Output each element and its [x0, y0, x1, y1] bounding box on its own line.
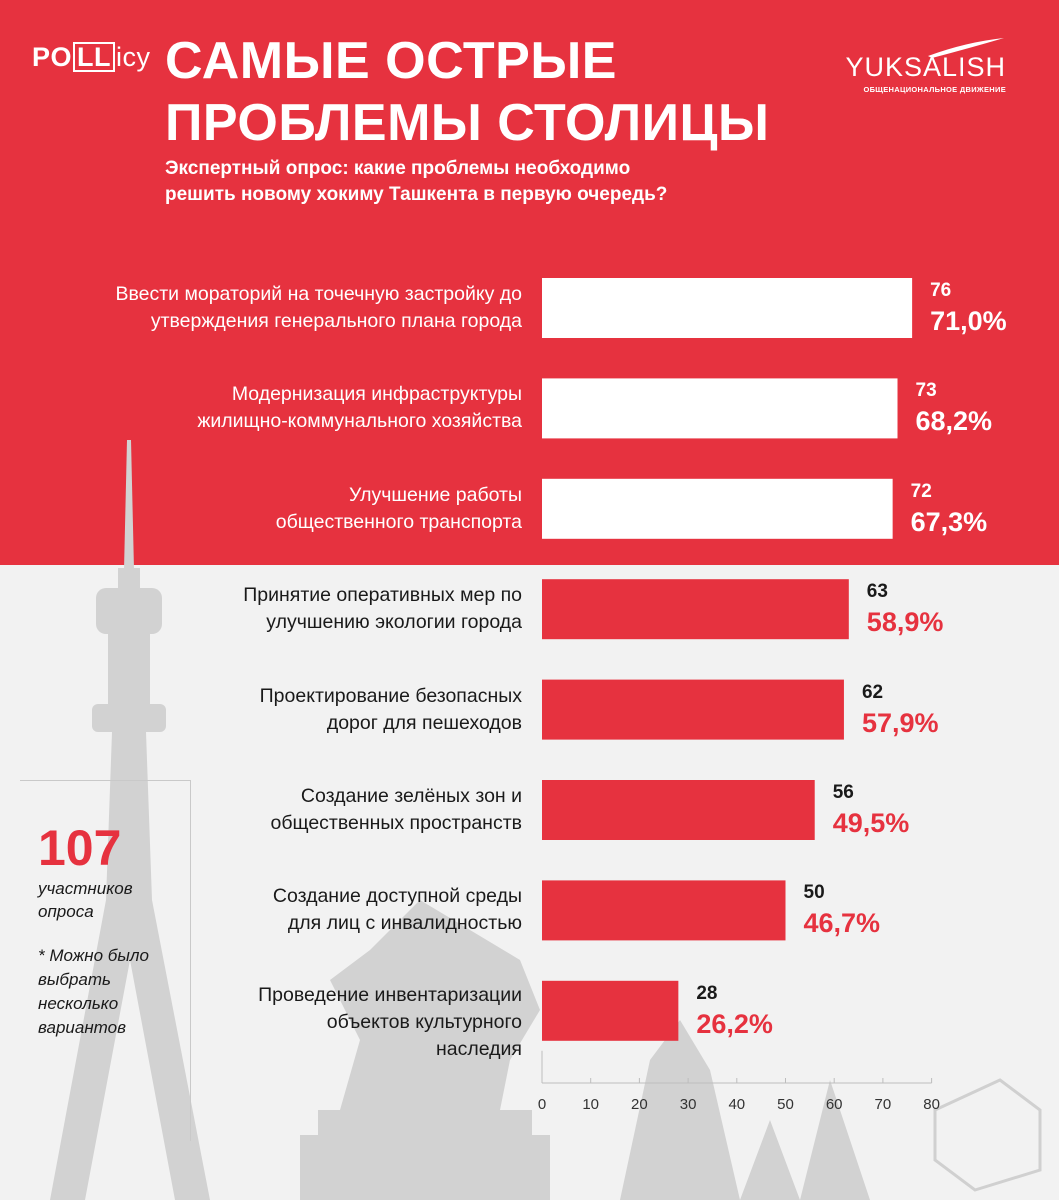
x-tick-label-2: 20	[631, 1096, 648, 1113]
bar-label-4-line-0: Проектирование безопасных	[259, 684, 522, 707]
note-line-1: * Можно было	[38, 946, 149, 965]
subtitle-line-2: решить новому хокиму Ташкента в первую о…	[165, 184, 668, 205]
yuksalish-name: YUKSALISH	[845, 52, 1006, 82]
bar-5	[542, 780, 815, 840]
bar-label-5-line-1: общественных пространств	[270, 812, 522, 834]
bar-label-3: Принятие оперативных мер по улучшению эко…	[243, 582, 522, 636]
note-line-3: несколько	[38, 994, 119, 1013]
bar-label-6-line-1: для лиц с инвалидностью	[287, 912, 522, 935]
x-tick-label-8: 80	[923, 1096, 940, 1113]
bar-1	[542, 378, 898, 439]
bar-label-1-line-0: Модернизация инфраструктуры	[231, 383, 522, 406]
bar-7	[542, 980, 679, 1041]
note-line-4: вариантов	[38, 1018, 126, 1037]
multiple-choice-note: * Можно было выбрать несколько вариантов	[38, 944, 188, 1040]
bar-label-3-line-1: улучшению экологии города	[266, 611, 522, 634]
bar-percent-5: 49,5%	[832, 808, 910, 838]
page-subtitle: Экспертный опрос: какие проблемы необход…	[165, 156, 785, 208]
bar-label-4-line-1: дорог для пешеходов	[326, 711, 522, 734]
yuksalish-logo: YUKSALISH ОБЩЕНАЦИОНАЛЬНОЕ ДВИЖЕНИЕ	[826, 38, 1006, 94]
bar-label-2-line-0: Улучшение работы	[348, 483, 522, 506]
bar-6	[542, 880, 786, 941]
bar-label-7-line-1: объектов культурного	[326, 1011, 522, 1034]
bar-percent-3: 58,9%	[866, 607, 944, 638]
bar-percent-6: 46,7%	[803, 908, 881, 939]
policy-logo-start: PO	[32, 42, 73, 72]
bar-label-6-line-0: Создание доступной среды	[272, 885, 522, 908]
bar-2	[542, 478, 893, 539]
bar-percent-1: 68,2%	[915, 406, 993, 437]
bar-label-0-line-1: утверждения генерального плана города	[150, 310, 522, 332]
x-tick-label-1: 10	[582, 1096, 599, 1113]
bar-label-4: Проектирование безопасных дорог для пешех…	[260, 683, 522, 737]
x-tick-label-0: 0	[538, 1096, 546, 1113]
title-line-1: САМЫЕ ОСТРЫЕ	[165, 32, 617, 90]
subtitle-line-1: Экспертный опрос: какие проблемы необход…	[165, 158, 631, 179]
x-tick-label-6: 60	[826, 1096, 843, 1113]
bar-count-4: 62	[861, 681, 884, 703]
swoosh-icon	[928, 38, 1004, 58]
participants-caption-1: участников	[38, 879, 133, 898]
participants-caption-2: опроса	[38, 902, 94, 921]
bar-label-3-line-0: Принятие оперативных мер по	[243, 584, 522, 607]
policy-logo-ll: LL	[73, 42, 116, 72]
bar-label-5-line-0: Создание зелёных зон и	[300, 785, 522, 807]
bar-label-1-line-1: жилищно-коммунального хозяйства	[197, 410, 522, 433]
bar-4	[542, 679, 844, 740]
bar-label-0-line-0: Ввести мораторий на точечную застройку д…	[115, 283, 522, 305]
bar-label-6: Создание доступной среды для лиц с инвали…	[273, 883, 522, 937]
title-line-2: ПРОБЛЕМЫ СТОЛИЦЫ	[165, 94, 770, 152]
x-tick-label-4: 40	[728, 1096, 745, 1113]
note-line-2: выбрать	[38, 970, 111, 989]
bar-label-5: Создание зелёных зон и общественных прост…	[270, 783, 522, 837]
bar-count-3: 63	[866, 581, 888, 603]
bar-count-2: 72	[910, 480, 932, 502]
x-tick-label-7: 70	[875, 1096, 892, 1113]
bar-label-7-line-0: Проведение инвентаризации	[258, 984, 522, 1007]
bar-count-6: 50	[803, 882, 825, 904]
bar-count-7: 28	[696, 982, 718, 1004]
participants-box	[20, 780, 191, 1141]
bar-label-2: Улучшение работы общественного транспорта	[276, 482, 522, 536]
bar-percent-0: 71,0%	[930, 306, 1007, 336]
bar-3	[542, 579, 849, 640]
bar-label-7: Проведение инвентаризации объектов культу…	[258, 982, 522, 1063]
page-title: САМЫЕ ОСТРЫЕ ПРОБЛЕМЫ СТОЛИЦЫ	[165, 30, 769, 154]
bar-0	[542, 278, 913, 338]
bar-percent-2: 67,3%	[910, 506, 988, 537]
x-tick-label-5: 50	[777, 1096, 794, 1113]
yuksalish-tagline: ОБЩЕНАЦИОНАЛЬНОЕ ДВИЖЕНИЕ	[863, 85, 1006, 94]
bar-count-1: 73	[915, 380, 937, 402]
bar-label-7-line-2: наследия	[436, 1038, 522, 1061]
bar-percent-4: 57,9%	[861, 707, 939, 738]
participants-count: 107	[38, 820, 122, 876]
policy-logo-end: icy	[116, 42, 151, 72]
policy-logo: PO LL icy	[32, 42, 151, 73]
bar-label-2-line-1: общественного транспорта	[275, 510, 522, 533]
bar-percent-7: 26,2%	[696, 1008, 773, 1039]
participants-caption: участников опроса	[38, 877, 133, 923]
bar-count-5: 56	[832, 782, 854, 803]
bar-count-0: 76	[930, 280, 952, 301]
x-tick-label-3: 30	[680, 1096, 697, 1113]
bar-label-0: Ввести мораторий на точечную застройку д…	[115, 281, 522, 335]
bar-label-1: Модернизация инфраструктуры жилищно-комму…	[197, 381, 522, 435]
